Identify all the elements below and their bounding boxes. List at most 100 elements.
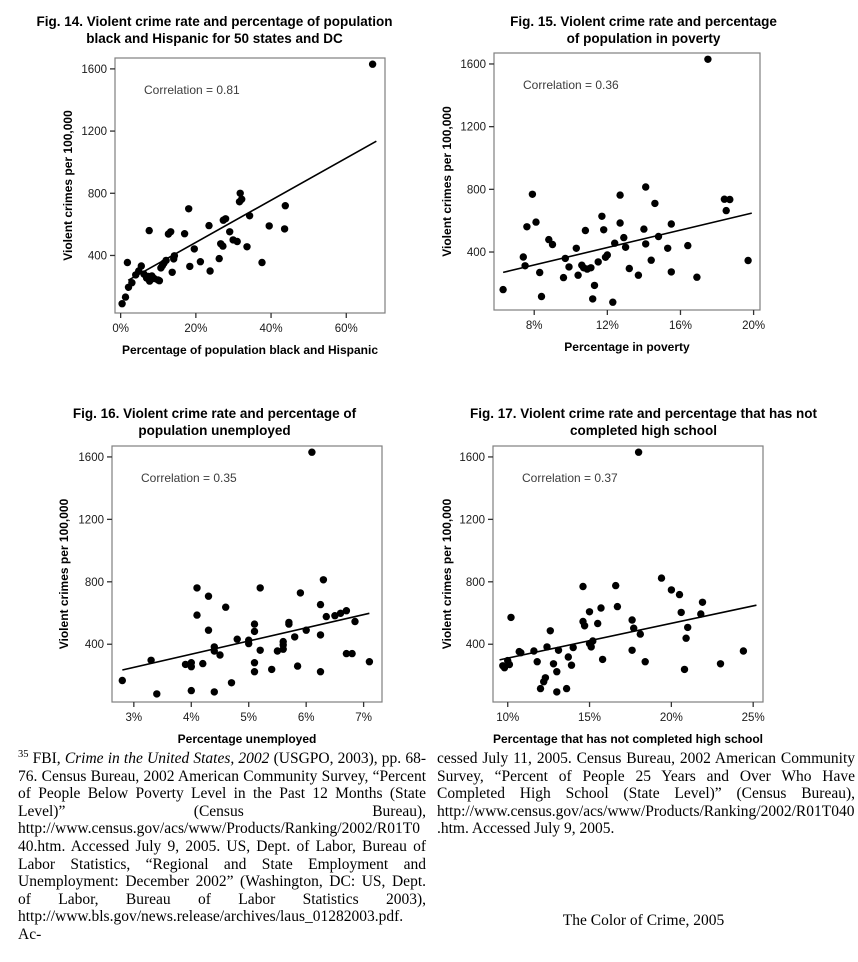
y-tick-label: 1200	[78, 514, 104, 526]
data-point	[567, 661, 576, 669]
data-point	[219, 242, 227, 250]
data-point	[322, 612, 330, 621]
data-point	[546, 627, 554, 635]
data-point	[519, 253, 527, 261]
plot-frame	[493, 52, 761, 311]
data-point	[193, 584, 201, 592]
data-point	[210, 688, 218, 696]
footnote-marker: 35	[18, 748, 29, 760]
data-point	[196, 258, 205, 266]
x-tick-label: 4%	[183, 712, 200, 724]
data-point	[250, 627, 259, 636]
data-point	[147, 656, 155, 664]
x-axis-title: Percentage unemployed	[178, 732, 317, 746]
x-tick-label: 25%	[742, 712, 765, 724]
data-point	[517, 649, 525, 657]
correlation-label: Correlation = 0.36	[523, 78, 619, 92]
data-point	[167, 228, 175, 236]
data-point	[667, 268, 675, 276]
data-point	[187, 659, 195, 667]
data-point	[279, 637, 287, 646]
y-tick-label: 800	[88, 188, 107, 200]
data-point	[155, 277, 164, 285]
data-point	[574, 271, 582, 279]
data-point	[291, 633, 299, 641]
y-tick-label: 1200	[459, 514, 485, 526]
data-point	[210, 643, 218, 651]
data-point	[222, 603, 230, 611]
data-point	[590, 281, 599, 290]
y-tick-label: 1600	[459, 452, 485, 464]
correlation-label: Correlation = 0.35	[141, 471, 237, 485]
data-point	[720, 195, 729, 203]
data-point	[641, 658, 649, 666]
data-point	[564, 653, 572, 661]
data-point	[664, 244, 672, 252]
data-point	[245, 639, 253, 648]
figure-15-block: Fig. 15. Violent crime rate and percenta…	[429, 8, 858, 400]
data-point	[319, 576, 328, 584]
data-point	[185, 205, 193, 213]
data-point	[342, 649, 351, 658]
data-point	[233, 237, 241, 246]
data-point	[609, 298, 617, 306]
data-point	[722, 206, 730, 215]
data-point	[594, 619, 602, 628]
footnote-text: (USGPO, 2003), pp. 68-76. Census Bureau,…	[18, 750, 426, 943]
data-point	[640, 225, 648, 233]
y-axis-title: Violent crimes per 100,000	[57, 498, 71, 649]
figure-15-scatter-plot: 400 800 1200 1600 8% 12% 16% 20% Correlation = 0…	[440, 52, 765, 354]
data-point	[704, 55, 712, 63]
publication-title: The Color of Crime, 2005	[562, 912, 725, 929]
data-point	[697, 610, 705, 618]
data-point	[587, 264, 595, 272]
x-tick-label: 5%	[240, 712, 257, 724]
data-point	[532, 218, 540, 226]
data-point	[215, 254, 223, 263]
x-tick-label: 7%	[355, 712, 372, 724]
data-point	[581, 226, 590, 235]
data-point	[190, 245, 198, 253]
data-point	[569, 643, 577, 652]
data-point	[316, 631, 325, 639]
data-point	[280, 225, 289, 233]
data-point	[572, 244, 580, 252]
figure-14-title: Fig. 14. Violent crime rate and percenta…	[36, 14, 393, 46]
data-point	[238, 195, 246, 203]
data-point	[580, 622, 589, 630]
data-point	[121, 293, 130, 301]
data-point	[199, 659, 207, 668]
data-point	[204, 592, 213, 600]
data-point	[186, 262, 194, 271]
data-point	[667, 220, 675, 228]
y-axis-title: Violent crimes per 100,000	[440, 498, 454, 649]
data-point	[170, 252, 179, 260]
figure-16-title: Fig. 16. Violent crime rate and percenta…	[72, 406, 357, 438]
x-tick-label: 0%	[112, 323, 129, 335]
data-point	[351, 617, 359, 626]
x-tick-label: 10%	[496, 712, 519, 724]
data-point	[716, 660, 725, 668]
data-point	[562, 684, 571, 693]
data-point	[505, 660, 514, 669]
data-point	[642, 183, 650, 191]
data-point	[548, 240, 557, 249]
y-tick-label: 1200	[81, 126, 107, 138]
data-point	[168, 268, 176, 276]
data-point	[554, 646, 563, 654]
data-point	[598, 212, 606, 220]
data-point	[579, 582, 587, 591]
data-point	[680, 665, 689, 674]
plot-frame	[492, 445, 764, 703]
y-tick-label: 1600	[460, 59, 486, 71]
y-tick-label: 1600	[81, 64, 107, 76]
data-point	[243, 243, 251, 251]
data-point	[726, 195, 734, 204]
data-point	[365, 658, 374, 666]
x-tick-label: 12%	[596, 320, 619, 332]
figure-16-scatter-plot: 400 800 1200 1600 3% 4% 5% 6% 7% Correlation = 0.…	[57, 445, 383, 746]
data-point	[541, 674, 550, 682]
data-point	[523, 223, 531, 231]
data-point	[316, 668, 325, 676]
